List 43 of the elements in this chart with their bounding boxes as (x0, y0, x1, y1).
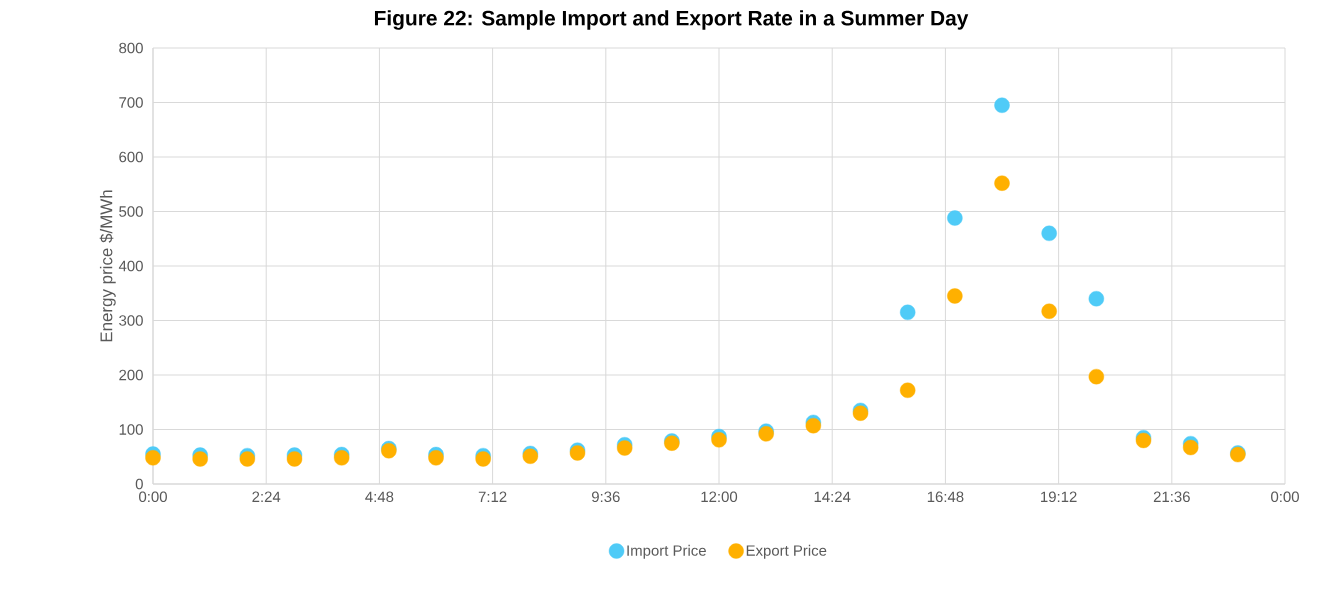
y-tick-label: 0 (135, 478, 143, 490)
point (994, 97, 1010, 113)
point (899, 304, 916, 321)
point (1182, 439, 1199, 456)
x-tick-label: 0:00 (1271, 491, 1299, 503)
point (428, 450, 444, 466)
point (145, 450, 161, 466)
point (1041, 303, 1057, 319)
point (192, 451, 208, 467)
y-tick-label: 700 (119, 97, 143, 108)
x-tick-label: 21:36 (1153, 491, 1190, 503)
point (1041, 225, 1057, 241)
y-tick-label: 400 (118, 260, 143, 272)
legend-label: Import Price (627, 544, 706, 559)
y-tick-label: 500 (119, 206, 143, 217)
point (947, 210, 963, 226)
x-tick-label: 16:48 (927, 491, 964, 503)
y-tick-label: 200 (119, 369, 143, 381)
point (1088, 368, 1105, 385)
point (333, 450, 350, 466)
point (994, 175, 1010, 191)
x-tick-label: 0:00 (139, 491, 167, 503)
point (947, 288, 963, 304)
point (475, 451, 491, 467)
x-tick-label: 9:36 (591, 491, 620, 503)
y-tick-label: 300 (119, 315, 143, 326)
y-tick-label: 800 (119, 42, 143, 54)
point (899, 382, 916, 398)
point (239, 451, 256, 467)
y-tick-label: 600 (119, 151, 143, 163)
x-tick-label: 7:12 (478, 491, 507, 502)
x-tick-label: 19:12 (1041, 491, 1077, 503)
x-tick-label: 14:24 (814, 491, 851, 502)
point (1088, 291, 1105, 307)
x-tick-label: 12:00 (701, 491, 738, 503)
y-tick-label: 100 (119, 424, 143, 435)
x-tick-label: 2:24 (252, 491, 281, 502)
legend-label: Export Price (746, 544, 827, 559)
y-axis-title: Energy price $/MWh (99, 190, 116, 342)
point (286, 451, 303, 467)
chart-title: Figure 22: Sample Import and Export Rate in a Summer Day (374, 10, 969, 30)
point (711, 432, 727, 448)
x-tick-label: 4:48 (365, 491, 394, 503)
